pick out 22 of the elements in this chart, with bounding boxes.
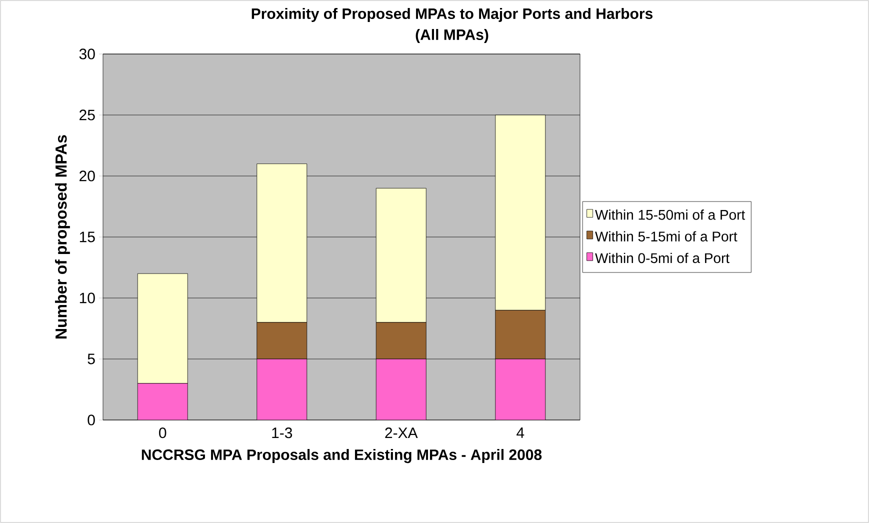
x-tick-label: 4 xyxy=(516,428,524,438)
chart-subtitle: (All MPAs) xyxy=(416,29,488,43)
bar xyxy=(495,358,546,420)
y-tick-label: 20 xyxy=(80,170,95,182)
y-tick-label: 5 xyxy=(88,354,95,364)
y-tick-label: 15 xyxy=(80,232,95,242)
y-tick-label: 30 xyxy=(79,48,95,60)
x-axis-title: NCCRSG MPA Proposals and Existing MPAs - April 2008 xyxy=(142,449,542,464)
bar xyxy=(137,383,188,420)
legend-label: Within 5-15mi of a Port xyxy=(595,231,738,242)
x-tick-label: 1-3 xyxy=(272,428,292,438)
y-axis-title: Number of proposed MPAs xyxy=(55,135,70,338)
legend-label: Within 0-5mi of a Port xyxy=(595,252,730,264)
chart-title: Proximity of Proposed MPAs to Major Ports and Harbors xyxy=(252,8,653,22)
y-tick-label: 25 xyxy=(80,110,95,120)
y-tick-label: 0 xyxy=(88,414,95,426)
x-tick-label: 0 xyxy=(159,428,166,438)
legend-label: Within 15-50mi of a Port xyxy=(595,210,746,220)
bar xyxy=(376,358,426,420)
bar xyxy=(256,358,308,420)
x-tick-label: 2-XA xyxy=(385,428,418,438)
y-tick-label: 10 xyxy=(80,292,95,304)
